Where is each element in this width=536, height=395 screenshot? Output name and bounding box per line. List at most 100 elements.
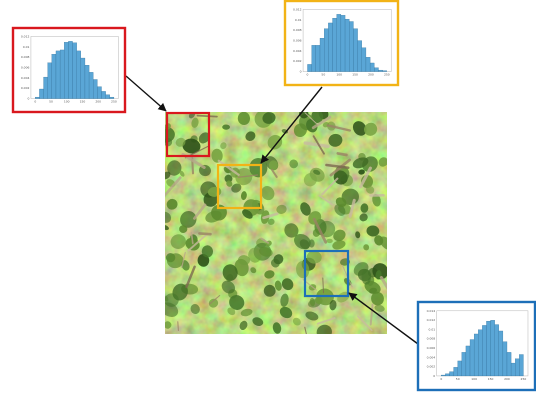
yellow-histogram-panel: 0 50 100 150 200 250 0 0.002 0.004 0.006 0.008 0.01… xyxy=(283,0,400,87)
dry-twig xyxy=(185,265,196,289)
leaf-shape xyxy=(312,228,321,237)
leaf-shape xyxy=(289,159,299,169)
leaf-shape xyxy=(274,280,282,291)
leaf-shape xyxy=(175,137,186,147)
leaf-shape xyxy=(264,270,275,279)
leaf-shape xyxy=(227,307,236,316)
histogram-bar xyxy=(369,62,375,72)
y-tick-label: 0.002 xyxy=(21,86,30,90)
histogram-bar xyxy=(382,70,387,72)
x-tick-label: 250 xyxy=(111,100,117,104)
histogram-bar xyxy=(465,345,471,377)
histogram-bar xyxy=(441,374,446,377)
x-tick-label: 100 xyxy=(336,73,342,77)
dry-twig xyxy=(326,124,352,132)
leaf-shape xyxy=(268,160,279,171)
dry-twig xyxy=(316,317,336,325)
histogram-bar xyxy=(510,362,516,377)
y-tick-label: 0.01 xyxy=(429,327,436,331)
leaf-shape xyxy=(372,194,381,207)
leaf-shape xyxy=(240,308,253,317)
leaf-shape xyxy=(231,183,242,193)
dry-twig xyxy=(348,198,356,218)
leaf-shape xyxy=(248,247,262,263)
dry-twig xyxy=(260,237,270,244)
leaf-shape xyxy=(167,160,182,176)
leaf-shape xyxy=(267,134,283,150)
y-tick-label: 0.012 xyxy=(293,7,302,11)
dry-twig xyxy=(311,115,332,130)
dry-twig xyxy=(312,217,328,244)
dry-twig xyxy=(262,212,279,220)
dry-twig xyxy=(181,251,186,268)
leaf-shape xyxy=(262,112,276,124)
histogram-bar xyxy=(490,320,495,377)
histogram-bar xyxy=(93,79,98,99)
leaf-shape xyxy=(234,258,249,277)
dry-twig xyxy=(357,315,373,332)
leaf-shape xyxy=(292,317,301,326)
x-tick-label: 150 xyxy=(488,377,494,381)
x-tick-label: 50 xyxy=(49,100,53,104)
histogram-bar xyxy=(324,28,329,72)
y-tick-label: 0.004 xyxy=(21,76,30,80)
histogram-bar xyxy=(109,96,115,99)
leaf-shape xyxy=(374,304,385,312)
x-tick-label: 150 xyxy=(352,73,358,77)
histogram-bar xyxy=(39,88,44,99)
histogram-bar xyxy=(482,325,487,377)
histogram-bar xyxy=(506,352,512,377)
leaf-shape xyxy=(306,250,322,264)
histogram-bar xyxy=(357,40,362,72)
histogram-bar xyxy=(469,339,475,377)
y-tick-label: 0.006 xyxy=(21,65,30,69)
dry-twig xyxy=(193,203,207,220)
leaf-shape xyxy=(258,247,273,257)
leaf-shape xyxy=(240,191,247,201)
x-tick-label: 0 xyxy=(440,377,442,381)
y-tick-label: 0 xyxy=(300,70,302,74)
histogram-bar xyxy=(486,320,491,377)
dry-twig xyxy=(359,166,372,189)
y-tick-label: 0.002 xyxy=(293,59,302,63)
histogram-bar xyxy=(55,50,61,99)
dry-twig xyxy=(325,163,350,169)
leaf-shape xyxy=(242,209,253,219)
leaf-shape xyxy=(165,293,179,307)
histogram-bar xyxy=(340,15,346,72)
leaf-shape xyxy=(299,112,309,119)
leaf-shape xyxy=(300,202,311,216)
dry-twig xyxy=(208,294,221,305)
leaf-shape xyxy=(165,171,171,180)
histogram-bar xyxy=(101,91,106,99)
leaf-shape xyxy=(263,284,276,297)
histogram-bar xyxy=(43,76,48,99)
histogram-bar xyxy=(502,341,508,377)
leaf-shape xyxy=(361,269,372,285)
leaf-shape xyxy=(165,225,169,231)
histogram-bar xyxy=(328,22,333,72)
leaf-shape xyxy=(226,180,233,187)
dry-twig xyxy=(322,277,324,294)
leaf-shape xyxy=(205,210,222,223)
dry-twig xyxy=(271,169,278,178)
leaf-shape xyxy=(371,291,384,306)
leaf-shape xyxy=(309,297,316,307)
leaf-shape xyxy=(261,186,275,201)
leaf-shape xyxy=(337,291,350,303)
leaf-shape xyxy=(222,264,238,281)
leaf-shape xyxy=(220,142,227,150)
leaf-shape xyxy=(245,131,256,142)
histogram-bar xyxy=(97,86,102,99)
histogram-bar xyxy=(453,367,458,377)
yellow-crop-box xyxy=(216,163,263,210)
y-tick-label: 0.012 xyxy=(427,318,436,322)
leaf-shape xyxy=(366,225,380,237)
leaf-shape xyxy=(360,203,369,213)
y-tick-label: 0.01 xyxy=(23,45,30,49)
dry-twig xyxy=(369,303,374,326)
leaf-shape xyxy=(166,253,184,269)
leaf-shape xyxy=(284,223,299,238)
histogram-bar xyxy=(336,14,342,72)
